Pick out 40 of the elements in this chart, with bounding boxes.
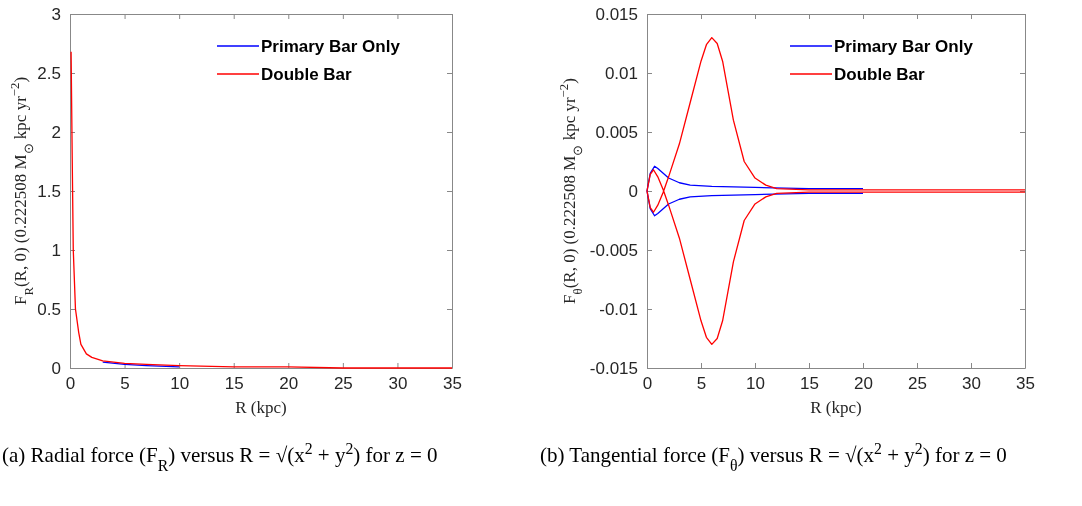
y-tick-label: 0.005	[595, 122, 638, 142]
x-tick-label: 20	[854, 374, 873, 394]
x-tick-label: 5	[120, 374, 130, 394]
y-tick-label: 0.01	[604, 63, 638, 83]
line-series	[646, 36, 1026, 346]
x-axis-title: R (kpc)	[810, 398, 862, 417]
x-axis-title: R (kpc)	[235, 398, 287, 417]
y-tick-label: 0	[628, 181, 638, 201]
x-tick-label: 10	[170, 374, 190, 394]
text: (b) Tangential force (F$_{θ}$) versus R = √(x$^{2}$ + y$^{2}$) for z = 0	[540, 439, 1007, 474]
x-tick-label: 5	[696, 374, 707, 394]
y-tick-label: 0.5	[37, 299, 61, 319]
x-tick-label: 25	[908, 374, 927, 394]
y-tick-label: 0	[51, 358, 61, 378]
x-tick-label: 15	[800, 374, 819, 394]
legend-label: Primary Bar Only	[834, 37, 974, 56]
y-tick-label: -0.005	[589, 240, 638, 260]
y-tick-label: 2	[51, 122, 61, 142]
y-tick-label: 2.5	[37, 63, 61, 83]
x-tick-label: 0	[642, 374, 653, 394]
y-tick-label: 1	[51, 240, 61, 260]
y-tick-label: 0.015	[595, 4, 638, 24]
y-tick-label: -0.015	[589, 358, 638, 378]
x-tick-label: 10	[746, 374, 765, 394]
legend-label: Double Bar	[834, 65, 926, 84]
y-tick-label: 3	[51, 4, 61, 24]
text: (a) Radial force (F$_{R}$) versus R = √(x$^{2}$ + y$^{2}$) for z = 0	[2, 439, 438, 474]
line-series	[646, 165, 864, 217]
y-tick-label: 1.5	[37, 181, 61, 201]
y-tick-label: -0.01	[599, 299, 638, 319]
legend-label: Double Bar	[261, 65, 353, 84]
x-tick-label: 30	[388, 374, 408, 394]
legend-label: Primary Bar Only	[261, 37, 401, 56]
x-tick-label: 15	[224, 374, 244, 394]
x-tick-label: 30	[962, 374, 981, 394]
x-tick-label: 35	[1016, 374, 1035, 394]
x-tick-label: 25	[333, 374, 353, 394]
x-tick-label: 20	[279, 374, 299, 394]
x-tick-label: 0	[65, 374, 76, 394]
x-tick-label: 35	[443, 374, 462, 394]
